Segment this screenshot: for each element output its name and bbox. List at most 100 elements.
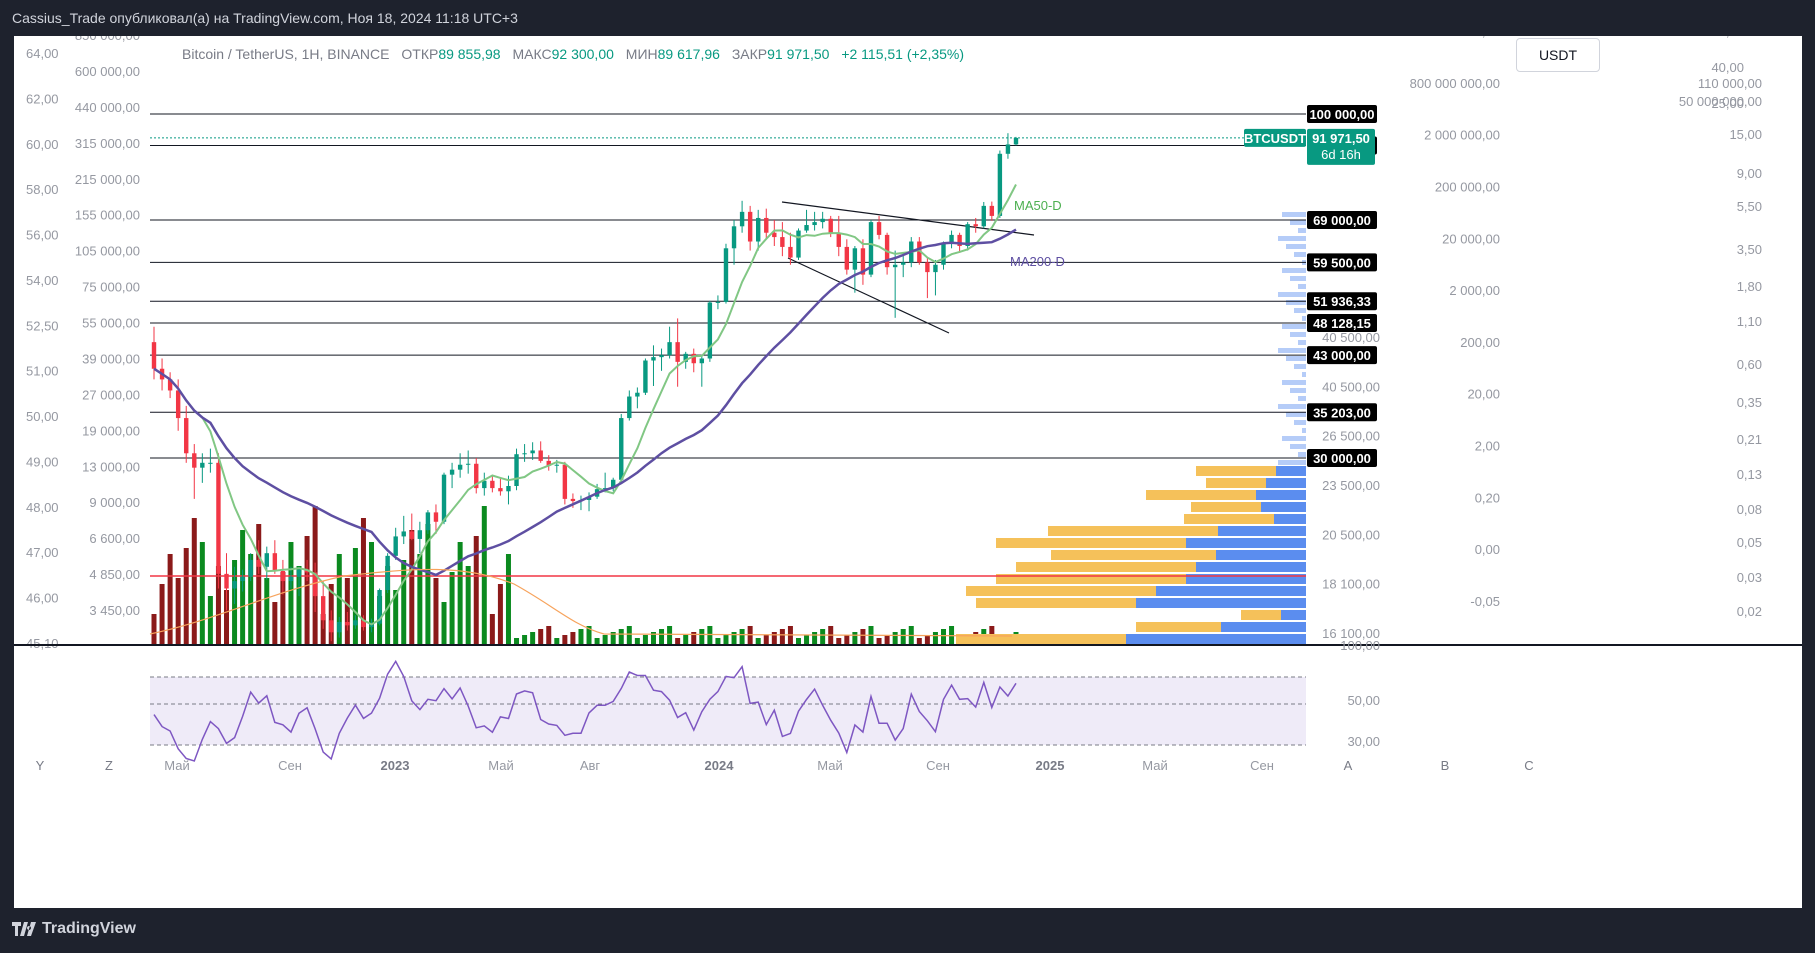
candle[interactable] bbox=[804, 209, 809, 233]
candle[interactable] bbox=[425, 510, 431, 534]
candle[interactable] bbox=[820, 211, 825, 229]
candle[interactable] bbox=[240, 569, 245, 592]
candle[interactable] bbox=[739, 200, 745, 233]
candle[interactable] bbox=[949, 230, 954, 249]
candle[interactable] bbox=[474, 458, 479, 494]
rsi-line[interactable] bbox=[153, 659, 1017, 762]
candle[interactable] bbox=[989, 201, 995, 221]
candle[interactable] bbox=[417, 521, 423, 554]
candle[interactable] bbox=[941, 241, 946, 270]
candle[interactable] bbox=[248, 553, 253, 582]
candle[interactable] bbox=[892, 250, 898, 318]
candle[interactable] bbox=[361, 615, 366, 631]
candle[interactable] bbox=[538, 441, 543, 463]
candle[interactable] bbox=[288, 566, 294, 589]
candle[interactable] bbox=[675, 318, 680, 387]
candle[interactable] bbox=[296, 566, 302, 597]
candle[interactable] bbox=[973, 217, 978, 233]
candle[interactable] bbox=[151, 326, 157, 380]
candle[interactable] bbox=[707, 300, 713, 362]
level-price-tag[interactable]: 59 500,00 bbox=[1307, 253, 1377, 272]
candle[interactable] bbox=[651, 345, 656, 386]
candle[interactable] bbox=[449, 462, 455, 489]
candle[interactable] bbox=[264, 546, 269, 580]
candle[interactable] bbox=[756, 209, 761, 251]
candle[interactable] bbox=[562, 461, 568, 505]
candle[interactable] bbox=[643, 358, 648, 396]
candle[interactable] bbox=[272, 540, 278, 574]
candle[interactable] bbox=[224, 553, 229, 611]
candle[interactable] bbox=[490, 475, 495, 493]
candle[interactable] bbox=[216, 453, 221, 589]
level-price-tag[interactable]: 48 128,15 bbox=[1307, 313, 1377, 332]
candle[interactable] bbox=[385, 553, 390, 594]
candle[interactable] bbox=[546, 455, 551, 471]
currency-button[interactable]: USDT bbox=[1516, 38, 1600, 72]
level-price-tag[interactable]: 30 000,00 bbox=[1307, 449, 1377, 467]
candle[interactable] bbox=[465, 450, 471, 474]
candle[interactable] bbox=[320, 581, 326, 629]
candle[interactable] bbox=[691, 348, 696, 373]
candle[interactable] bbox=[715, 295, 721, 310]
candle[interactable] bbox=[457, 453, 463, 478]
candle[interactable] bbox=[965, 222, 970, 251]
level-price-tag[interactable]: 100 000,00 bbox=[1307, 105, 1377, 123]
candle[interactable] bbox=[280, 559, 286, 595]
candle[interactable] bbox=[659, 348, 664, 371]
candle[interactable] bbox=[409, 513, 414, 541]
candle[interactable] bbox=[1005, 133, 1011, 159]
candle[interactable] bbox=[731, 220, 737, 265]
level-price-tag[interactable]: 35 203,00 bbox=[1307, 403, 1377, 422]
candle[interactable] bbox=[337, 616, 342, 638]
candle[interactable] bbox=[667, 326, 672, 359]
candle[interactable] bbox=[901, 252, 906, 278]
candle[interactable] bbox=[627, 390, 632, 421]
candle[interactable] bbox=[925, 257, 930, 299]
candle[interactable] bbox=[852, 246, 858, 293]
candle[interactable] bbox=[441, 472, 447, 525]
candle[interactable] bbox=[578, 495, 584, 511]
candle[interactable] bbox=[232, 566, 237, 604]
candle[interactable] bbox=[433, 504, 439, 534]
candle[interactable] bbox=[780, 222, 785, 257]
candle[interactable] bbox=[876, 215, 882, 240]
candle[interactable] bbox=[353, 615, 358, 629]
candle[interactable] bbox=[1013, 136, 1019, 146]
candle[interactable] bbox=[796, 228, 801, 260]
candle[interactable] bbox=[200, 453, 205, 483]
candle[interactable] bbox=[981, 201, 986, 229]
pane-separator[interactable] bbox=[14, 644, 1802, 646]
tradingview-logo[interactable]: TradingView bbox=[12, 920, 136, 938]
candle[interactable] bbox=[812, 211, 817, 231]
candle[interactable] bbox=[844, 239, 850, 275]
candle[interactable] bbox=[610, 477, 616, 492]
level-price-tag[interactable]: 69 000,00 bbox=[1307, 211, 1377, 230]
candle[interactable] bbox=[997, 150, 1003, 218]
trendline-upper[interactable] bbox=[781, 201, 1035, 236]
candle[interactable] bbox=[312, 562, 318, 613]
candle[interactable] bbox=[530, 442, 535, 460]
level-price-tag[interactable]: 43 000,00 bbox=[1307, 346, 1377, 365]
candle[interactable] bbox=[619, 413, 624, 482]
candle[interactable] bbox=[933, 259, 938, 296]
level-price-tag[interactable]: 51 936,33 bbox=[1307, 292, 1377, 311]
candle[interactable] bbox=[635, 387, 640, 409]
candle[interactable] bbox=[345, 612, 350, 631]
candle[interactable] bbox=[329, 610, 334, 642]
candle[interactable] bbox=[184, 405, 189, 463]
candle[interactable] bbox=[192, 444, 197, 499]
candle[interactable] bbox=[482, 472, 487, 496]
trendline-lower[interactable] bbox=[787, 257, 950, 334]
candle[interactable] bbox=[884, 232, 890, 275]
chart-canvas[interactable]: 64,00 62,00 60,00 58,00 56,00 54,00 52,50 51,00… bbox=[14, 36, 1802, 908]
chart-frame[interactable]: 64,00 62,00 60,00 58,00 56,00 54,00 52,50 51,00… bbox=[14, 36, 1802, 908]
candle[interactable] bbox=[764, 208, 769, 240]
candle[interactable] bbox=[860, 239, 866, 285]
candle[interactable] bbox=[522, 444, 527, 462]
candle[interactable] bbox=[208, 448, 213, 473]
candle[interactable] bbox=[836, 215, 841, 257]
candle[interactable] bbox=[747, 205, 753, 251]
ma200-line[interactable] bbox=[153, 228, 1017, 577]
candle[interactable] bbox=[723, 243, 729, 304]
